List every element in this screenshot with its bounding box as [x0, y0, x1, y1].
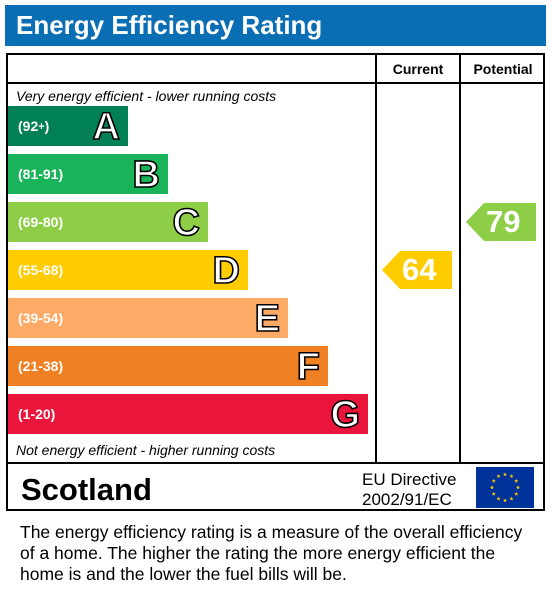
eu-star-icon	[514, 478, 519, 483]
column-divider-current	[375, 53, 377, 463]
band-f: (21-38) F	[8, 345, 328, 389]
bottom-caption: Not energy efficient - higher running co…	[16, 442, 276, 458]
band-letter-label: D	[212, 249, 241, 293]
eu-star-icon	[491, 491, 496, 496]
band-range-label: (81-91)	[18, 166, 64, 182]
band-letter-label: C	[172, 201, 201, 245]
band-e: (39-54) E	[8, 297, 288, 341]
band-d: (55-68) D	[8, 249, 248, 293]
eu-star-icon	[515, 485, 521, 490]
header-divider	[6, 82, 545, 84]
band-range-label: (39-54)	[18, 310, 64, 326]
top-caption: Very energy efficient - lower running co…	[16, 88, 277, 104]
current-arrow-shape	[382, 251, 452, 289]
eu-star-icon	[489, 485, 495, 490]
band-range-label: (21-38)	[18, 358, 64, 374]
directive-line-1: EU Directive	[362, 470, 457, 489]
eu-star-icon	[502, 498, 508, 503]
band-b: (81-91) B	[8, 153, 168, 197]
band-letter-label: F	[296, 345, 321, 389]
band-letter-label: B	[132, 153, 161, 197]
footer-divider	[6, 462, 545, 464]
eu-star-icon	[509, 474, 514, 479]
description-text: The energy efficiency rating is a measur…	[20, 522, 523, 584]
potential-rating-value: 79	[486, 204, 521, 239]
eu-star-icon	[496, 496, 501, 501]
region-label: Scotland	[21, 472, 152, 507]
rating-frame	[6, 53, 545, 511]
eu-flag-icon	[476, 467, 534, 508]
band-g: (1-20) G	[8, 393, 368, 437]
eu-directive: EU Directive 2002/91/EC	[362, 470, 456, 510]
eu-star-icon	[491, 478, 496, 483]
band-c: (69-80) C	[8, 201, 208, 245]
band-range-label: (92+)	[18, 118, 50, 134]
band-range-label: (1-20)	[18, 406, 56, 422]
band-letter-label: E	[254, 297, 281, 341]
eu-star-icon	[502, 472, 508, 477]
chart-title: Energy Efficiency Rating	[5, 5, 546, 46]
band-range-label: (55-68)	[18, 262, 64, 278]
directive-line-2: 2002/91/EC	[362, 490, 452, 509]
band-range-label: (69-80)	[18, 214, 64, 230]
band-letter-label: A	[92, 105, 121, 149]
eu-star-icon	[514, 491, 519, 496]
column-header-current: Current	[392, 61, 444, 77]
eu-star-icon	[496, 474, 501, 479]
column-divider-potential	[459, 53, 461, 463]
band-a: (92+) A	[8, 105, 128, 149]
potential-arrow-shape	[466, 203, 536, 241]
eu-star-icon	[509, 496, 514, 501]
column-header-potential: Potential	[473, 61, 533, 77]
band-letter-label: G	[330, 393, 361, 437]
current-rating-value: 64	[402, 252, 437, 287]
